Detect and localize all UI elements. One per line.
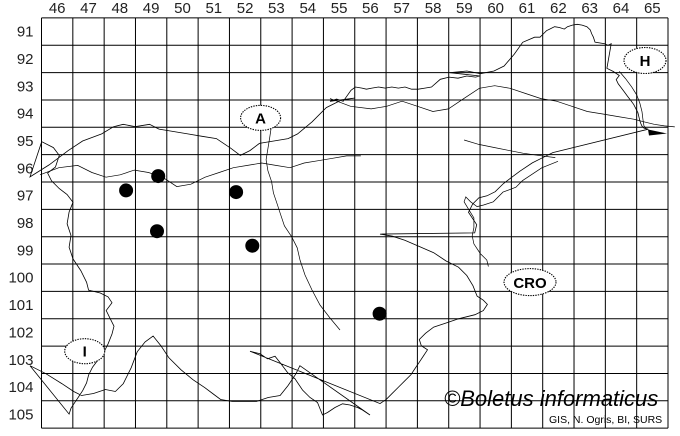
svg-text:50: 50	[174, 0, 191, 17]
svg-text:57: 57	[393, 0, 410, 17]
svg-text:98: 98	[17, 215, 34, 232]
svg-text:56: 56	[362, 0, 379, 17]
svg-text:I: I	[83, 344, 87, 361]
svg-text:54: 54	[299, 0, 316, 17]
svg-text:105: 105	[8, 407, 33, 424]
svg-text:48: 48	[111, 0, 128, 17]
svg-text:94: 94	[17, 106, 34, 123]
svg-text:58: 58	[425, 0, 442, 17]
svg-text:A: A	[255, 111, 266, 128]
svg-text:99: 99	[17, 242, 34, 259]
svg-text:91: 91	[17, 24, 34, 41]
svg-text:62: 62	[550, 0, 567, 17]
svg-text:60: 60	[487, 0, 504, 17]
svg-text:92: 92	[17, 51, 34, 68]
svg-text:55: 55	[331, 0, 348, 17]
svg-text:102: 102	[8, 324, 33, 341]
svg-text:53: 53	[268, 0, 285, 17]
svg-text:101: 101	[8, 297, 33, 314]
svg-text:97: 97	[17, 188, 34, 205]
svg-text:104: 104	[8, 379, 33, 396]
svg-text:©Boletus informaticus: ©Boletus informaticus	[444, 386, 658, 411]
svg-text:95: 95	[17, 133, 34, 150]
svg-text:47: 47	[80, 0, 97, 17]
svg-text:100: 100	[8, 270, 33, 287]
svg-text:CRO: CRO	[513, 275, 547, 292]
svg-text:63: 63	[581, 0, 598, 17]
svg-text:65: 65	[644, 0, 661, 17]
svg-text:93: 93	[17, 78, 34, 95]
svg-text:61: 61	[519, 0, 536, 17]
svg-text:59: 59	[456, 0, 473, 17]
svg-text:46: 46	[49, 0, 66, 17]
svg-text:49: 49	[143, 0, 160, 17]
svg-text:52: 52	[237, 0, 254, 17]
svg-text:H: H	[640, 53, 651, 70]
svg-text:103: 103	[8, 352, 33, 369]
svg-text:64: 64	[613, 0, 630, 17]
svg-text:51: 51	[205, 0, 222, 17]
svg-text:GIS, N. Ogris, BI, SURS: GIS, N. Ogris, BI, SURS	[549, 414, 662, 426]
